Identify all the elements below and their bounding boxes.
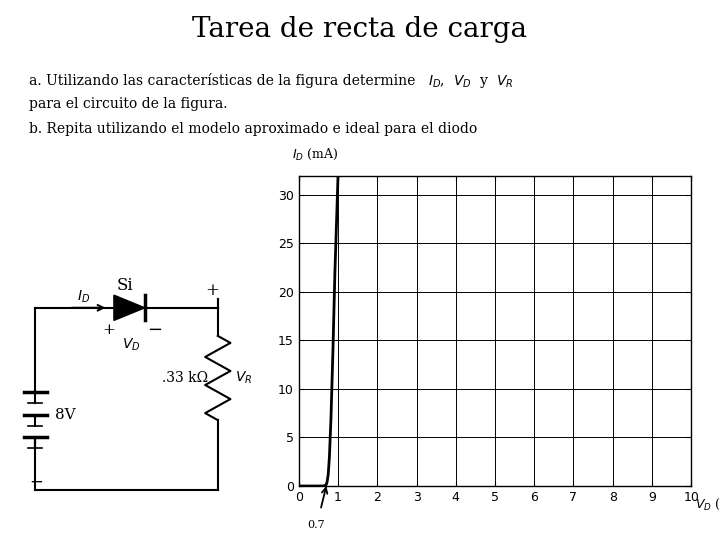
Text: 0.7: 0.7 bbox=[307, 520, 325, 530]
Text: Si: Si bbox=[117, 277, 133, 294]
Text: Tarea de recta de carga: Tarea de recta de carga bbox=[192, 16, 528, 43]
Text: +: + bbox=[205, 282, 219, 300]
Text: 8V: 8V bbox=[55, 408, 76, 422]
Text: −: − bbox=[148, 321, 163, 339]
Text: −: − bbox=[30, 474, 43, 490]
Text: para el circuito de la figura.: para el circuito de la figura. bbox=[29, 97, 228, 111]
Text: $I_D$,  $V_D$  y  $V_R$: $I_D$, $V_D$ y $V_R$ bbox=[428, 73, 514, 90]
Text: a. Utilizando las características de la figura determine: a. Utilizando las características de la … bbox=[29, 73, 420, 88]
Text: +: + bbox=[103, 323, 115, 338]
Polygon shape bbox=[114, 295, 145, 320]
Text: b. Repita utilizando el modelo aproximado e ideal para el diodo: b. Repita utilizando el modelo aproximad… bbox=[29, 122, 477, 136]
Text: $V_R$: $V_R$ bbox=[235, 370, 252, 386]
Text: $I_D$: $I_D$ bbox=[78, 288, 91, 305]
Text: .33 kΩ: .33 kΩ bbox=[161, 371, 208, 385]
Text: $I_D$ (mA): $I_D$ (mA) bbox=[292, 147, 338, 162]
Text: $V_D$: $V_D$ bbox=[122, 336, 141, 353]
Text: $V_D$ (V): $V_D$ (V) bbox=[695, 497, 720, 512]
